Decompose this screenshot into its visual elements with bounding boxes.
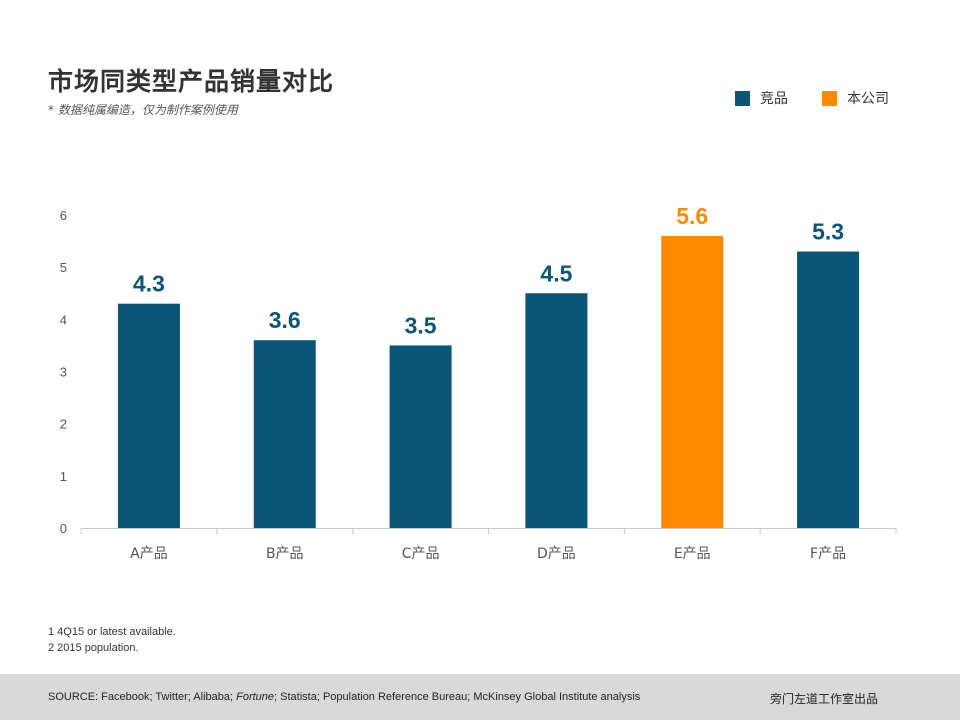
bar-6 [797,251,860,528]
y-tick-label: 6 [60,208,67,223]
category-label: A产品 [130,546,168,562]
source-text: SOURCE: Facebook; Twitter; Alibaba; Fort… [48,691,640,703]
bar-2 [253,340,316,528]
source-prefix: SOURCE: Facebook; Twitter; Alibaba; [48,691,237,703]
data-label: 5.6 [676,203,708,229]
bar-3 [389,345,452,528]
footer-bar: SOURCE: Facebook; Twitter; Alibaba; Fort… [0,674,960,720]
legend-swatch-company [822,90,837,106]
y-tick-label: 0 [60,521,67,536]
bar-chart: 0 1 2 3 4 5 6 4.3 A产品 3.6 B产品 3.5 C产品 4.5 D产品 5.6 E产品 5.3… [60,203,897,562]
y-tick-label: 2 [60,417,67,432]
bar-5 [661,235,724,528]
category-label: D产品 [537,546,576,562]
data-label: 3.6 [269,307,301,333]
chart-title: 市场同类型产品销量对比 [48,67,335,96]
category-label: E产品 [674,546,711,562]
y-tick-label: 1 [60,469,67,484]
category-label: C产品 [402,546,440,562]
y-tick-label: 3 [60,365,67,380]
source-suffix: ; Statista; Population Reference Bureau;… [274,691,641,703]
category-label: F产品 [810,546,846,562]
credit-text: 旁门左道工作室出品 [770,692,879,706]
category-label: B产品 [266,546,304,562]
legend: 竞品 本公司 [735,88,889,108]
y-tick-label: 4 [60,312,67,327]
source-italic: Fortune [236,691,275,703]
footnote-2: 2 2015 population. [48,642,139,654]
data-label: 4.5 [540,260,572,286]
legend-label-competitor: 竞品 [760,91,788,107]
bar-4 [525,293,588,528]
bar-1 [117,303,180,528]
legend-item-competitor: 竞品 [735,88,788,108]
legend-label-company: 本公司 [847,91,889,107]
legend-swatch-competitor [735,90,750,106]
y-tick-label: 5 [60,260,67,275]
data-label: 5.3 [812,219,844,245]
legend-item-company: 本公司 [822,88,889,108]
data-label: 4.3 [133,271,165,297]
footnotes: 1 4Q15 or latest available. 2 2015 popul… [48,624,176,656]
data-label: 3.5 [405,312,437,338]
chart-subtitle: * 数据纯属编造，仅为制作案例使用 [48,103,238,117]
footnote-1: 1 4Q15 or latest available. [48,626,176,638]
